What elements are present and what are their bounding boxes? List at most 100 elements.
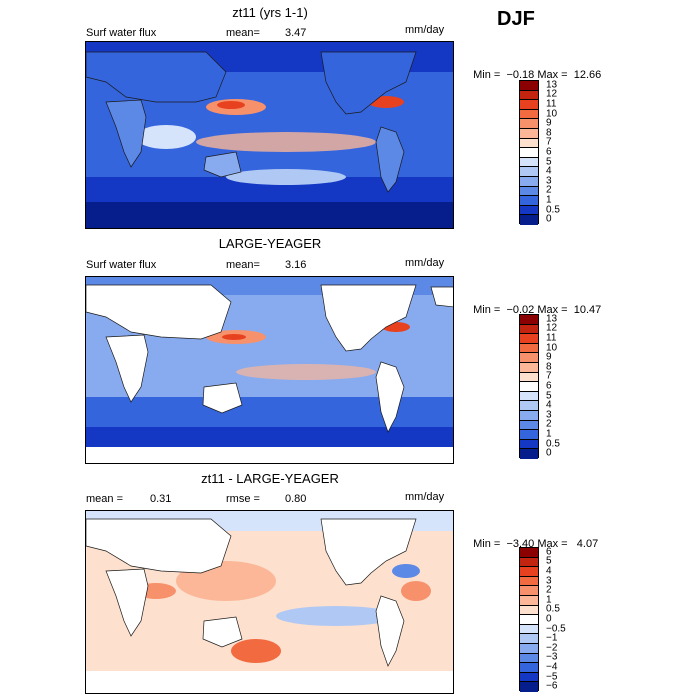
colorbar-tick-label: 5: [546, 555, 552, 567]
colorbar-tick-label: 0: [546, 213, 552, 225]
colorbar-tick-label: 2: [546, 418, 552, 430]
colorbar-segment: [520, 324, 538, 335]
colorbar-segment: [520, 605, 538, 616]
colorbar-segment: [520, 372, 538, 383]
colorbar-segment: [520, 215, 538, 225]
colorbar-segment: [520, 663, 538, 673]
panel3-colorbar: [519, 547, 539, 692]
colorbar-tick-label: 0: [546, 447, 552, 459]
colorbar-segment: [520, 634, 538, 644]
colorbar-segment: [520, 672, 538, 683]
colorbar-segment: [520, 167, 538, 177]
colorbar-segment: [520, 157, 538, 168]
colorbar-segment: [520, 128, 538, 139]
colorbar-tick-label: 3: [546, 175, 552, 187]
colorbar-segment: [520, 148, 538, 158]
season-label: DJF: [497, 8, 535, 30]
colorbar-tick-label: 10: [546, 342, 558, 354]
colorbar-segment: [520, 624, 538, 635]
colorbar-tick-label: 7: [546, 370, 552, 382]
colorbar-tick-label: 3: [546, 409, 552, 421]
colorbar-segment: [520, 382, 538, 392]
colorbar-tick-label: 0: [546, 613, 552, 625]
colorbar-tick-label: 11: [546, 332, 557, 344]
colorbar-segment: [520, 315, 538, 325]
colorbar-tick-label: 10: [546, 108, 558, 120]
panel2-min: Min = −0.02: [473, 304, 535, 316]
panel1-units: mm/day: [405, 24, 445, 36]
colorbar-tick-label: 4: [546, 165, 552, 177]
colorbar-segment: [520, 586, 538, 596]
colorbar-tick-label: 8: [546, 361, 552, 373]
colorbar-segment: [520, 548, 538, 558]
colorbar-segment: [520, 196, 538, 206]
colorbar-tick-label: 6: [546, 380, 552, 392]
colorbar-tick-label: −1: [546, 632, 558, 644]
colorbar-segment: [520, 682, 538, 692]
panel1-mean-label: mean=: [226, 27, 260, 39]
colorbar-tick-label: 3: [546, 575, 552, 587]
colorbar-segment: [520, 205, 538, 216]
panel3-title: zt11 - LARGE-YEAGER: [201, 471, 339, 486]
panel2-mean-label: mean=: [226, 259, 260, 271]
panel1-max: Max = 12.66: [537, 69, 602, 81]
colorbar-segment: [520, 430, 538, 440]
colorbar-tick-label: 12: [546, 88, 558, 100]
colorbar-tick-label: 2: [546, 184, 552, 196]
colorbar-segment: [520, 343, 538, 354]
colorbar-segment: [520, 186, 538, 197]
colorbar-segment: [520, 595, 538, 606]
colorbar-segment: [520, 410, 538, 421]
colorbar-segment: [520, 100, 538, 110]
panel1-minmax: Min = −0.18 Max = 12.66: [467, 57, 601, 81]
panel1-colorbar: [519, 80, 539, 225]
colorbar-tick-label: 11: [546, 98, 557, 110]
colorbar-tick-label: 9: [546, 117, 552, 129]
colorbar-tick-label: 13: [546, 313, 558, 325]
colorbar-segment: [520, 439, 538, 450]
colorbar-tick-label: −3: [546, 651, 558, 663]
colorbar-tick-label: 6: [546, 546, 552, 558]
panel1-variable-label: Surf water flux: [86, 27, 157, 39]
colorbar-tick-label: 5: [546, 156, 552, 168]
colorbar-segment: [520, 391, 538, 402]
panel3-map: [85, 510, 454, 694]
colorbar-tick-label: 6: [546, 146, 552, 158]
colorbar-segment: [520, 567, 538, 577]
colorbar-tick-label: −6: [546, 680, 558, 692]
colorbar-segment: [520, 557, 538, 568]
panel2-minmax: Min = −0.02 Max = 10.47: [467, 292, 601, 316]
colorbar-segment: [520, 449, 538, 459]
colorbar-tick-label: 9: [546, 351, 552, 363]
panel2-title: LARGE-YEAGER: [218, 236, 322, 251]
panel1-map: [85, 41, 454, 229]
panel3-mean-label: mean =: [86, 493, 123, 505]
colorbar-tick-label: 1: [546, 428, 552, 440]
colorbar-tick-label: 0.5: [546, 438, 560, 450]
colorbar-segment: [520, 362, 538, 373]
colorbar-segment: [520, 334, 538, 344]
colorbar-tick-label: 5: [546, 390, 552, 402]
colorbar-segment: [520, 90, 538, 101]
colorbar-segment: [520, 653, 538, 664]
colorbar-tick-label: 0.5: [546, 603, 560, 615]
panel3-max: Max = 4.07: [537, 538, 599, 550]
panel3-minmax: Min = −3.40 Max = 4.07: [467, 526, 598, 550]
colorbar-tick-label: 12: [546, 322, 558, 334]
colorbar-tick-label: 13: [546, 79, 558, 91]
colorbar-tick-label: 4: [546, 399, 552, 411]
colorbar-segment: [520, 643, 538, 654]
panel1-min: Min = −0.18: [473, 69, 535, 81]
colorbar-segment: [520, 138, 538, 149]
panel1-title: zt11 (yrs 1-1): [232, 5, 308, 20]
panel2-units: mm/day: [405, 257, 445, 269]
colorbar-segment: [520, 420, 538, 431]
panel3-units: mm/day: [405, 491, 445, 503]
colorbar-segment: [520, 119, 538, 129]
colorbar-tick-label: −0.5: [546, 623, 566, 635]
panel2-max: Max = 10.47: [537, 304, 602, 316]
panel2-variable-label: Surf water flux: [86, 259, 157, 271]
colorbar-tick-label: 1: [546, 194, 552, 206]
colorbar-segment: [520, 615, 538, 625]
colorbar-segment: [520, 353, 538, 363]
